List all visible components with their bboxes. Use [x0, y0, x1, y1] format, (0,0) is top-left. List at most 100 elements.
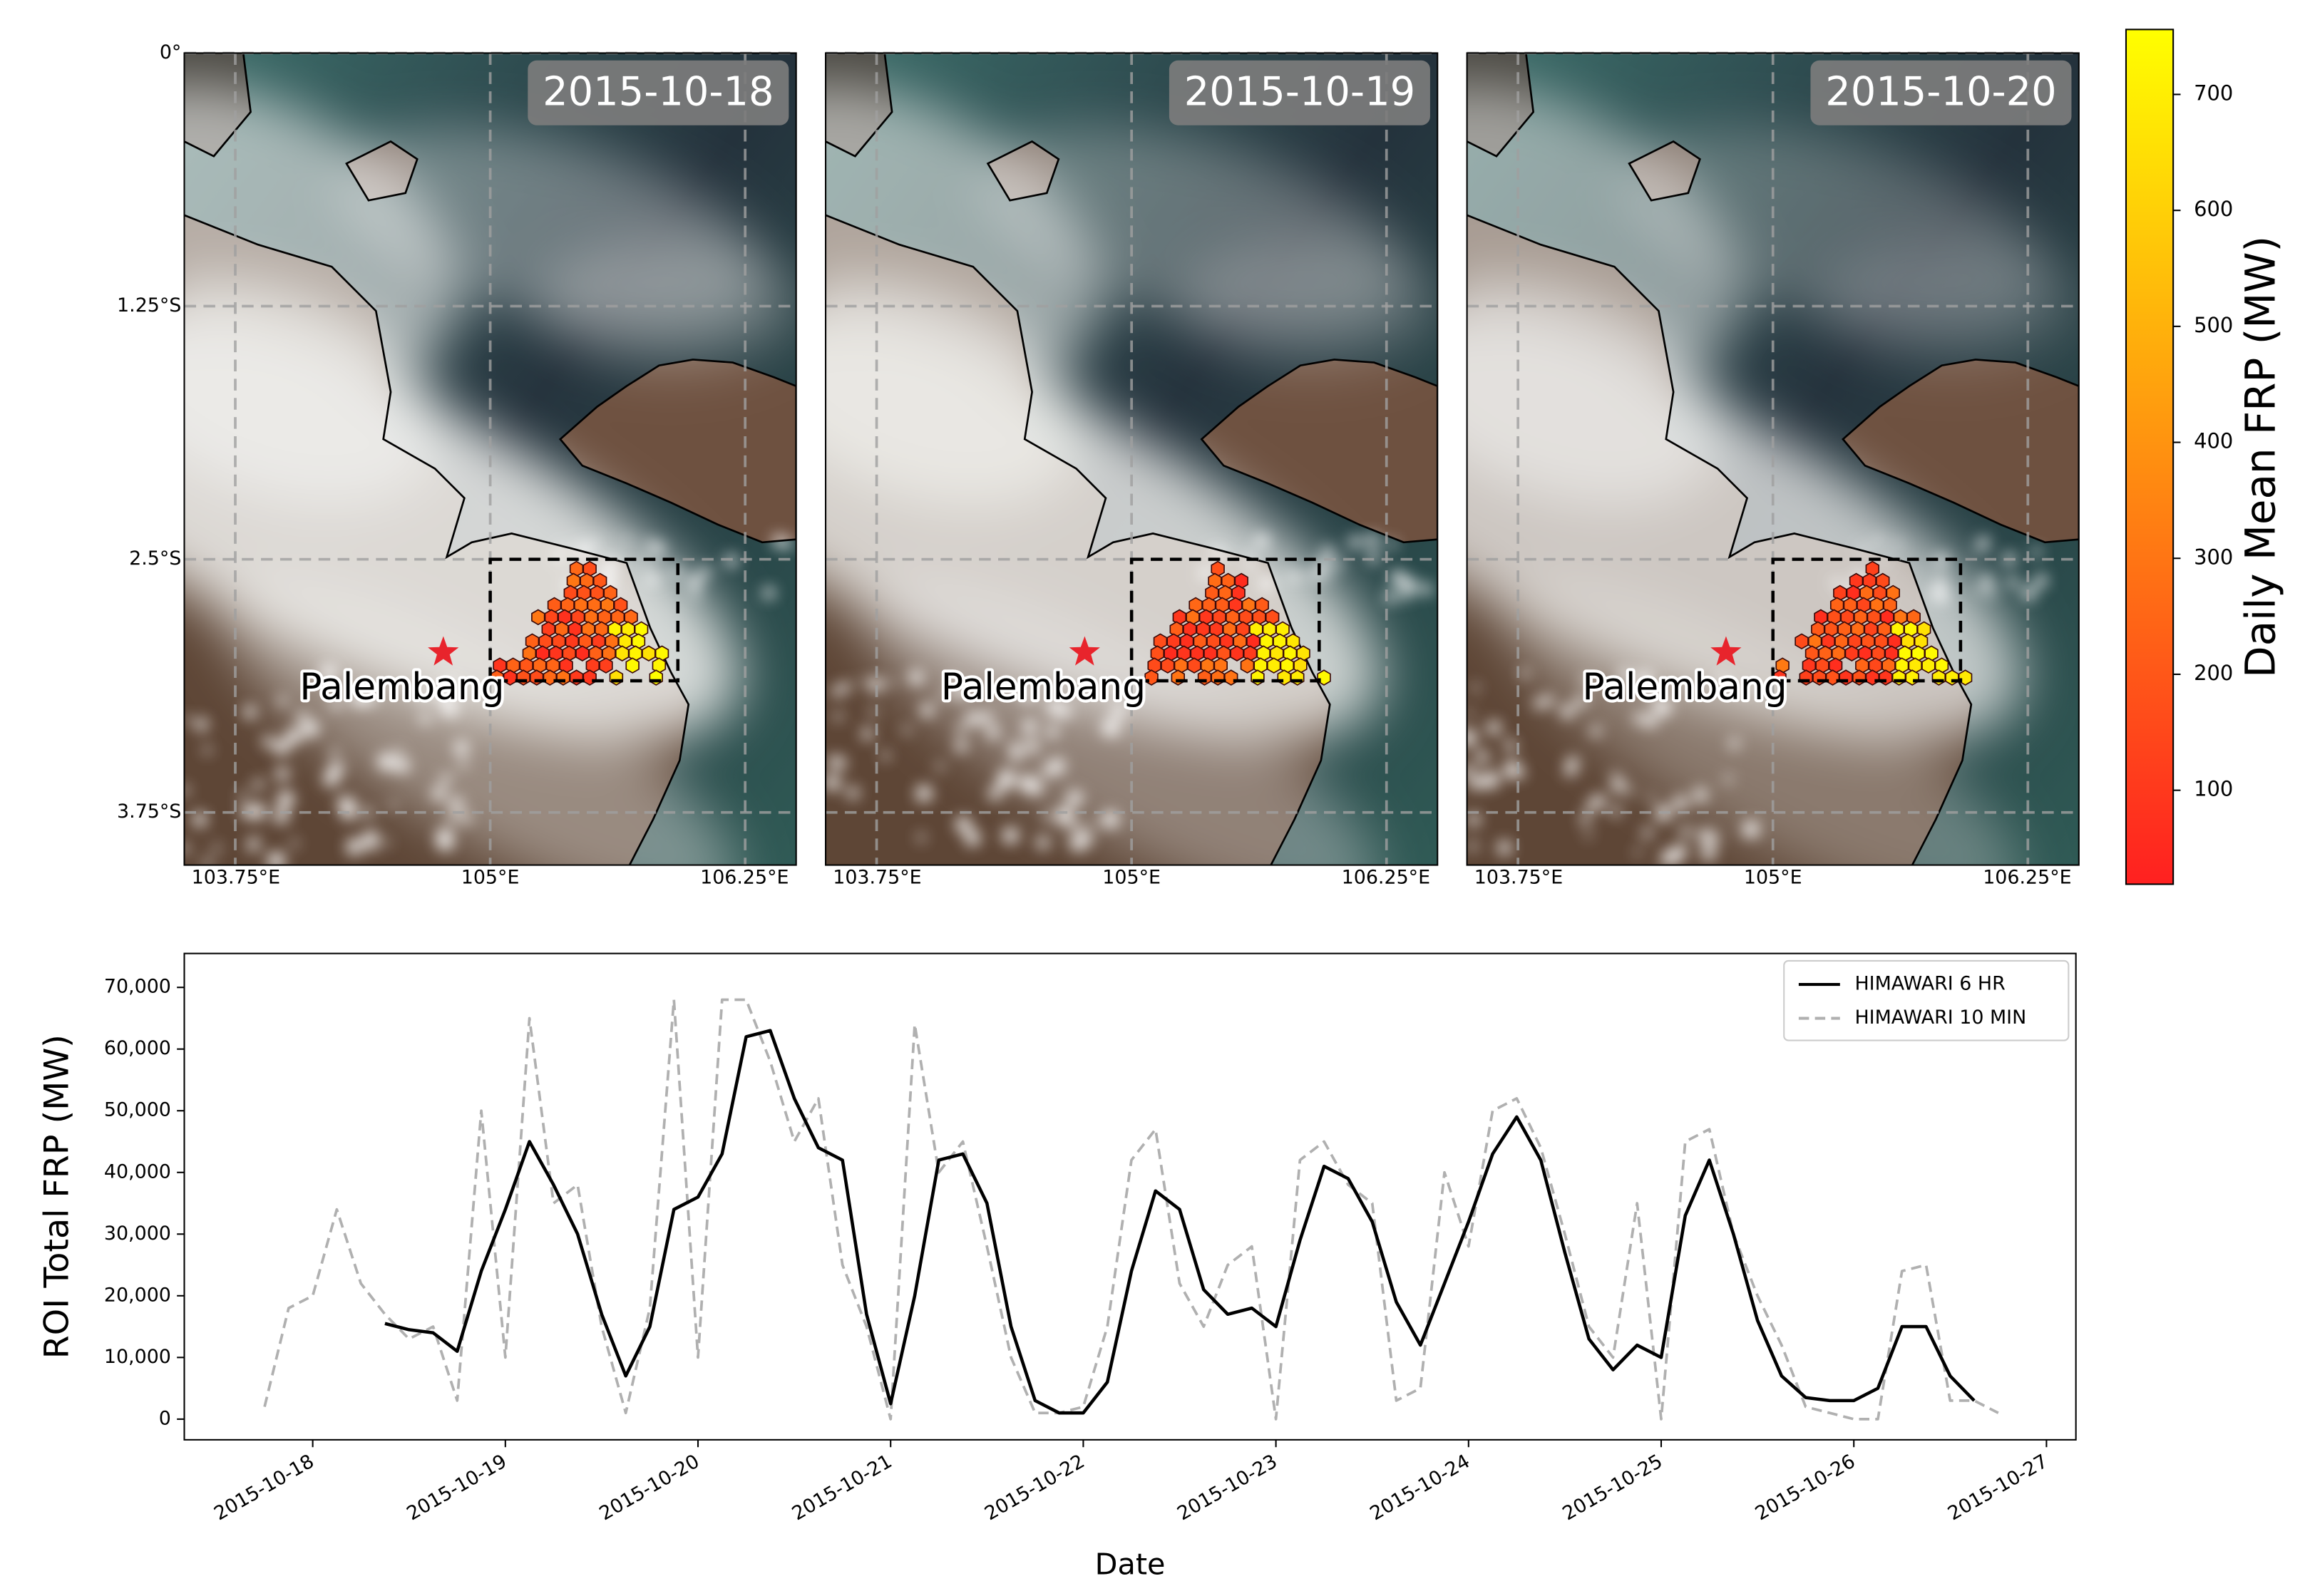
cloud	[1976, 587, 1983, 594]
cloud	[1938, 592, 1950, 604]
cloud	[1246, 560, 1256, 571]
x-tick-label: 2015-10-21	[789, 1451, 896, 1525]
cloud	[277, 791, 294, 808]
cloud	[1025, 739, 1039, 753]
clouds	[826, 533, 1432, 852]
cloud	[889, 679, 896, 686]
place-label: Palembang	[941, 666, 1146, 709]
cloud	[1673, 796, 1688, 810]
cloud	[861, 728, 873, 740]
frp-hex	[543, 669, 558, 686]
cloud	[1831, 577, 1841, 587]
frp-hex	[615, 645, 630, 661]
frp-hex	[530, 669, 544, 686]
coastline	[826, 214, 1331, 865]
coastline	[986, 140, 1060, 202]
coastline	[345, 140, 419, 202]
place-marker	[1069, 636, 1100, 666]
x-tick-label: 105°E	[1102, 867, 1161, 889]
frp-hex	[1921, 657, 1936, 674]
cloud	[1388, 540, 1397, 549]
cloud	[1504, 740, 1516, 752]
cloud	[725, 554, 738, 567]
cloud	[935, 763, 944, 771]
island	[1201, 359, 1438, 542]
colorbar-tick-label: 200	[2194, 661, 2233, 685]
cloud	[987, 726, 1000, 739]
cloud	[1022, 719, 1037, 734]
cloud	[833, 712, 843, 721]
cloud	[1102, 719, 1120, 737]
cloud	[1112, 704, 1126, 719]
cloud	[1581, 676, 1591, 686]
y-tick-label: 1.25°S	[117, 294, 181, 316]
cloud	[1467, 729, 1477, 747]
colorbar-label: Daily Mean FRP (MW)	[2236, 236, 2284, 678]
cloud	[1419, 583, 1432, 595]
colorbar-tick-label: 300	[2194, 545, 2233, 569]
frp-hex	[649, 669, 663, 686]
cloud	[391, 764, 399, 771]
cloud	[908, 670, 924, 685]
cloud	[243, 706, 257, 719]
cloud	[903, 726, 910, 734]
cloud	[274, 808, 289, 824]
cloud	[1575, 696, 1587, 708]
cloud	[1580, 814, 1591, 825]
cloud	[1610, 806, 1621, 816]
cloud	[346, 838, 363, 855]
place-marker	[1710, 636, 1742, 666]
legend-label: HIMAWARI 6 HR	[1854, 973, 2005, 995]
cloud	[917, 833, 925, 842]
haze	[538, 237, 796, 370]
cloud	[447, 813, 457, 823]
colorbar-tick-label: 500	[2194, 313, 2233, 337]
haze	[1502, 580, 2021, 865]
cloud	[1518, 770, 1526, 778]
cloud	[646, 572, 659, 586]
cloud	[320, 664, 337, 681]
frp-hex	[1266, 657, 1281, 674]
y-tick-label: 2.5°S	[129, 547, 181, 570]
cloud	[1255, 534, 1269, 548]
x-tick-label: 105°E	[1744, 867, 1802, 889]
cloud	[965, 711, 980, 726]
frp-hex	[1161, 657, 1175, 674]
cloud	[939, 692, 948, 700]
colorbar-tick-label: 700	[2194, 81, 2233, 105]
haze	[826, 277, 1084, 507]
cloud	[192, 812, 207, 827]
frp-hex	[642, 645, 656, 661]
coastline	[1467, 214, 1973, 865]
map-panel: Palembang 2015-10-18 103.75°E 105°E 106.25°E…	[117, 41, 797, 889]
cloud	[1715, 671, 1723, 679]
cloud	[1325, 572, 1333, 580]
cloud	[1874, 536, 1883, 545]
cloud	[589, 540, 597, 548]
haze	[1820, 237, 2079, 370]
frp-hex	[1879, 669, 1893, 686]
cloud	[1059, 705, 1072, 719]
cloud	[1564, 766, 1576, 777]
frp-hex	[531, 609, 545, 626]
satellite-image	[184, 53, 796, 865]
place-label: Palembang	[299, 666, 504, 709]
panel-frame	[183, 52, 797, 866]
y-tick-label: 30,000	[104, 1222, 171, 1245]
coastline	[1628, 140, 1701, 202]
cloud	[1322, 546, 1334, 558]
frp-hex	[582, 669, 597, 686]
place-label: Palembang	[1582, 666, 1787, 709]
cloud	[1979, 536, 1989, 547]
cloud	[291, 839, 299, 848]
roi-box	[1129, 557, 1321, 683]
cloud	[1468, 841, 1478, 851]
haze	[184, 277, 443, 507]
cloud	[389, 802, 396, 809]
cloud	[460, 813, 471, 824]
cloud	[859, 679, 866, 685]
cloud	[1611, 778, 1626, 793]
cloud	[980, 711, 993, 724]
cloud	[1367, 552, 1380, 564]
cloud	[250, 836, 260, 845]
